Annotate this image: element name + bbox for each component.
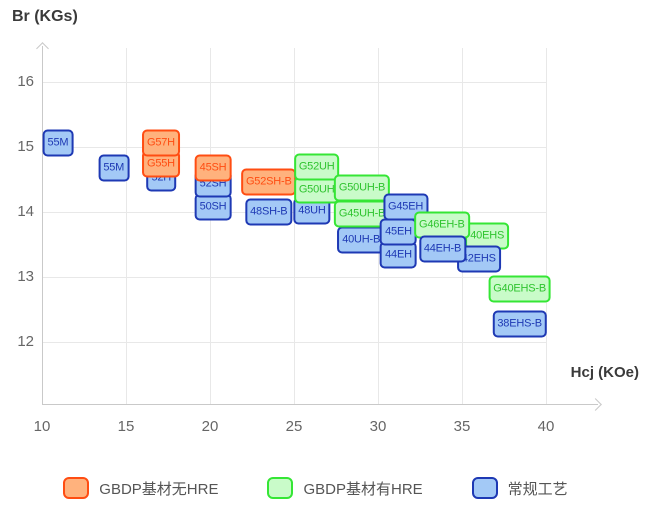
legend: GBDP基材无HRE GBDP基材有HRE 常规工艺 <box>0 477 638 499</box>
x-grid-line <box>210 48 211 404</box>
y-axis-title: Br (KGs) <box>12 8 78 25</box>
data-point-box[interactable]: G40EHS-B <box>488 275 552 303</box>
legend-swatch-icon <box>63 477 90 499</box>
data-point-box[interactable]: 38EHS-B <box>492 310 547 338</box>
data-point-box[interactable]: 55M <box>98 154 130 182</box>
y-axis-line <box>42 46 43 404</box>
y-tick-label: 16 <box>17 72 34 90</box>
data-point-box[interactable]: 45EH <box>380 218 417 246</box>
data-point-box[interactable]: 40UH-B <box>337 226 386 254</box>
y-tick-label: 15 <box>17 137 34 155</box>
legend-label: 常规工艺 <box>507 480 568 498</box>
x-grid-line <box>294 48 295 404</box>
x-tick-label: 10 <box>33 418 51 435</box>
data-point-box[interactable]: G50UH-B <box>333 174 391 202</box>
y-tick-label: 14 <box>17 202 34 220</box>
data-point-box[interactable]: G52SH-B <box>240 168 297 196</box>
data-point-box[interactable]: 55M <box>42 129 74 157</box>
data-point-box[interactable]: G46EH-B <box>413 211 470 239</box>
x-grid-line <box>126 48 127 404</box>
y-axis-arrow-icon <box>36 42 49 55</box>
legend-swatch-icon <box>471 477 498 499</box>
x-tick-label: 25 <box>285 418 303 435</box>
x-tick-label: 15 <box>117 418 135 435</box>
legend-label: GBDP基材无HRE <box>99 480 219 498</box>
x-axis-arrow-icon <box>589 397 602 411</box>
x-axis-title: Hcj (KOe) <box>570 364 639 381</box>
x-tick-label: 35 <box>453 418 471 435</box>
x-axis-line <box>42 404 598 405</box>
x-tick-label: 30 <box>369 418 387 435</box>
data-point-box[interactable]: 45SH <box>194 154 232 181</box>
x-tick-label: 20 <box>201 418 219 435</box>
data-point-box[interactable]: G52UH <box>293 153 340 181</box>
data-point-box[interactable]: 48SH-B <box>245 198 293 226</box>
data-point-box[interactable]: G45EH <box>383 193 429 220</box>
legend-item[interactable]: 常规工艺 <box>471 477 568 499</box>
y-tick-label: 12 <box>17 332 34 350</box>
data-point-box[interactable]: G57H <box>141 129 180 157</box>
legend-item[interactable]: GBDP基材无HRE <box>63 477 218 499</box>
data-point-box[interactable]: 44EH-B <box>418 235 467 263</box>
x-grid-line <box>546 48 547 404</box>
legend-label: GBDP基材有HRE <box>303 480 423 498</box>
legend-item[interactable]: GBDP基材有HRE <box>267 477 423 499</box>
legend-swatch-icon <box>267 477 294 499</box>
y-tick-label: 13 <box>17 267 34 285</box>
x-tick-label: 40 <box>537 418 555 435</box>
